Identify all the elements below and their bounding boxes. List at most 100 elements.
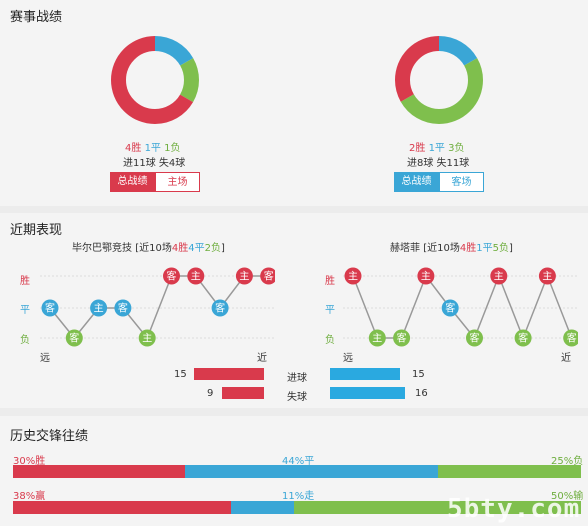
form-suffix: ]	[508, 243, 513, 254]
donut-segment-win	[395, 36, 483, 124]
history-loss-label: 25%负	[551, 456, 584, 467]
right-goals: 进8球 失11球	[407, 158, 470, 169]
venue-label: 主	[494, 271, 504, 283]
goals-right-value: 15	[412, 369, 425, 380]
form-marker	[163, 267, 180, 285]
form-marker	[417, 267, 435, 285]
loss-count: 2负	[204, 243, 221, 254]
history-win-label: 30%胜	[13, 456, 46, 467]
segment-loss	[294, 501, 581, 514]
form-marker	[344, 267, 362, 285]
form-point: 主	[368, 329, 386, 347]
right-tab-overall-button[interactable]: 总战绩	[394, 172, 439, 192]
venue-label: 主	[94, 303, 104, 315]
form-point: 客	[466, 329, 483, 347]
form-point: 客	[41, 299, 59, 317]
form-point: 客	[441, 299, 459, 317]
right-tab-away-button[interactable]: 客场	[439, 172, 484, 192]
form-suffix: ]	[220, 243, 225, 254]
history-handicap-loss-label: 50%输	[551, 491, 584, 502]
axis-near-label: 近	[257, 353, 267, 364]
form-marker	[441, 299, 459, 317]
history-section: 历史交锋往绩 30%胜 44%平 25%负 38%赢 11%走 50%输 5bt…	[0, 416, 588, 526]
venue-label: 主	[239, 271, 249, 283]
venue-label: 主	[348, 271, 358, 283]
segment-win	[13, 501, 232, 514]
section-title: 赛事战绩	[10, 10, 63, 25]
win-count: 4胜	[125, 143, 142, 154]
draw-count: 1平	[428, 143, 445, 154]
form-marker	[466, 329, 483, 347]
axis-draw-label: 平	[20, 305, 30, 316]
axis-draw-label: 平	[325, 305, 335, 316]
form-marker	[368, 329, 386, 347]
venue-label: 客	[518, 332, 528, 345]
form-marker	[538, 267, 556, 285]
segment-loss	[437, 465, 581, 478]
venue-label: 主	[372, 333, 382, 345]
form-point: 主	[490, 267, 508, 285]
venue-label: 客	[45, 302, 55, 315]
form-prefix: [近10场	[423, 243, 460, 254]
conceded-right-value: 16	[415, 388, 428, 399]
form-point: 主	[417, 267, 435, 285]
axis-loss-label: 负	[325, 335, 335, 346]
form-point: 客	[114, 299, 132, 317]
axis-far-label: 远	[40, 353, 50, 364]
form-marker	[138, 329, 156, 347]
draw-count: 1平	[476, 243, 493, 254]
donut-segment-win	[111, 36, 199, 124]
form-point: 主	[187, 267, 205, 285]
history-draw-label: 44%平	[282, 456, 315, 467]
form-point: 主	[235, 267, 253, 285]
left-record-donut	[111, 36, 199, 124]
form-marker	[490, 267, 508, 285]
form-marker	[114, 299, 132, 317]
form-point: 客	[260, 267, 275, 285]
recent-section: 近期表现 毕尔巴鄂竞技 [近10场4胜4平2负] 赫塔菲 [近10场4胜1平5负…	[0, 213, 588, 408]
form-marker	[187, 267, 205, 285]
form-marker	[393, 329, 411, 347]
left-tab-home-button[interactable]: 主场	[155, 172, 200, 192]
form-marker	[65, 329, 83, 347]
form-point: 主	[344, 267, 362, 285]
venue-label: 客	[567, 332, 577, 345]
form-marker	[41, 299, 59, 317]
axis-far-label: 远	[343, 353, 353, 364]
right-team-form-title: 赫塔菲 [近10场4胜1平5负]	[390, 239, 513, 254]
loss-count: 1负	[164, 143, 181, 154]
goals-left-value: 15	[174, 369, 187, 380]
venue-label: 客	[69, 332, 79, 345]
right-record-donut	[395, 36, 483, 124]
donut-segment-loss	[395, 36, 483, 124]
section-title: 近期表现	[10, 223, 63, 238]
left-team-form-title: 毕尔巴鄂竞技 [近10场4胜4平2负]	[72, 239, 225, 254]
history-result-bar	[13, 465, 581, 478]
venue-label: 主	[142, 333, 152, 345]
segment-win	[13, 465, 186, 478]
win-count: 4胜	[171, 243, 189, 254]
win-count: 4胜	[459, 243, 477, 254]
form-point: 主	[90, 299, 108, 317]
conceded-right-bar	[330, 387, 405, 399]
goals-right-bar	[330, 368, 401, 380]
segment-draw	[231, 501, 295, 514]
draw-count: 4平	[188, 243, 205, 254]
venue-label: 客	[215, 302, 225, 315]
team-name: 毕尔巴鄂竞技	[72, 243, 132, 254]
draw-count: 1平	[144, 143, 161, 154]
conceded-left-value: 9	[207, 388, 214, 399]
history-handicap-bar	[13, 501, 581, 514]
venue-label: 客	[167, 270, 177, 283]
venue-label: 客	[470, 332, 480, 345]
form-line	[352, 273, 573, 341]
form-point: 主	[538, 267, 556, 285]
conceded-label: 失球	[287, 392, 307, 403]
form-point: 客	[563, 329, 578, 347]
form-point: 客	[393, 329, 411, 347]
history-handicap-push-label: 11%走	[282, 491, 315, 502]
venue-label: 客	[264, 270, 274, 283]
form-point: 客	[163, 267, 180, 285]
left-tab-overall-button[interactable]: 总战绩	[110, 172, 155, 192]
